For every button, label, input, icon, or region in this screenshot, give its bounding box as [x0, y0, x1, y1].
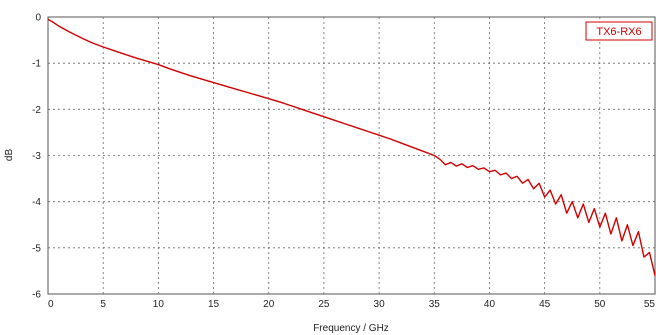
x-tick-label: 50	[594, 299, 606, 310]
y-tick-labels: 0 -1 -2 -3 -4 -5 -6	[32, 13, 41, 301]
x-tick-label: 45	[539, 299, 551, 310]
x-tick-label: 0	[48, 299, 54, 310]
y-tick-label: -4	[32, 197, 41, 208]
x-tick-labels: 0 5 10 15 20 25 30 35 40 45 50 55	[48, 299, 655, 310]
grid-lines	[48, 17, 655, 294]
legend: TX6-RX6	[585, 21, 653, 41]
series-line-tx6-rx6	[47, 18, 656, 276]
y-tick-label: -6	[32, 290, 41, 301]
x-tick-label: 35	[429, 299, 441, 310]
legend-entry-tx6-rx6: TX6-RX6	[596, 26, 641, 38]
y-axis-label: dB	[4, 149, 15, 162]
y-tick-label: -5	[32, 243, 41, 254]
legend-box	[585, 21, 653, 41]
x-tick-label: 20	[263, 299, 275, 310]
x-tick-label: 55	[644, 299, 656, 310]
y-tick-label: 0	[35, 13, 41, 24]
x-tick-label: 5	[100, 299, 106, 310]
x-axis-label: Frequency / GHz	[313, 323, 389, 334]
x-tick-label: 40	[484, 299, 496, 310]
x-tick-label: 25	[318, 299, 330, 310]
series-layer	[47, 18, 656, 276]
y-tick-label: -3	[32, 151, 41, 162]
x-tick-label: 15	[208, 299, 220, 310]
x-tick-label: 30	[374, 299, 386, 310]
y-tick-label: -1	[32, 59, 41, 70]
x-tick-label: 10	[153, 299, 165, 310]
y-tick-label: -2	[32, 105, 41, 116]
